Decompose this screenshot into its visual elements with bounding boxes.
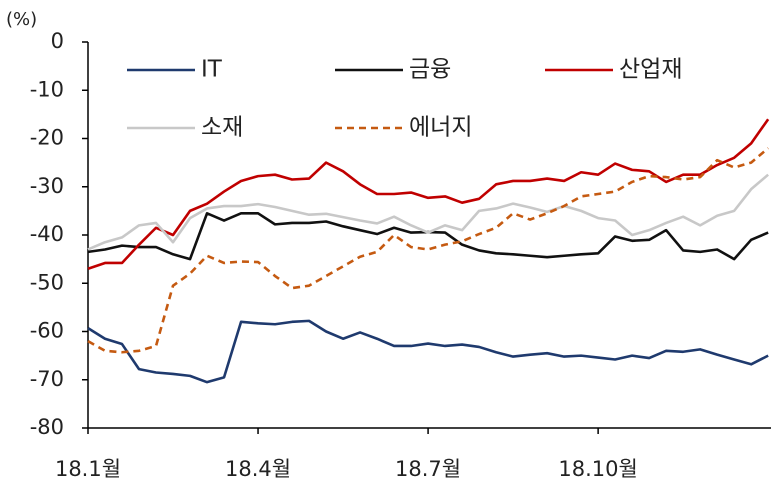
series-line [87, 147, 770, 354]
y-tick-label: -80 [30, 415, 64, 439]
x-tick-label: 18.10월 [558, 457, 637, 481]
x-tick-label: 18.1월 [55, 457, 121, 481]
series-line [87, 319, 769, 384]
y-tick-label: -70 [30, 367, 64, 391]
x-tick-label: 18.7월 [395, 457, 461, 481]
y-tick-label: -40 [30, 222, 64, 246]
y-tick-label: -20 [30, 126, 64, 150]
legend-label: 금융 [409, 57, 451, 83]
legend-label: 산업재 [619, 57, 682, 83]
y-tick-label: -10 [30, 77, 64, 101]
x-tick-label: 18.4월 [225, 457, 291, 481]
legend-label: IT [201, 57, 223, 83]
legend-label: 소재 [201, 115, 243, 141]
y-tick-label: -30 [30, 174, 64, 198]
series-line [87, 173, 770, 251]
y-axis-label: (%) [6, 9, 37, 30]
legend-label: 에너지 [409, 115, 472, 141]
y-tick-label: 0 [51, 29, 64, 53]
series-line [87, 118, 770, 271]
y-tick-label: -50 [30, 270, 64, 294]
y-tick-label: -60 [30, 319, 64, 343]
